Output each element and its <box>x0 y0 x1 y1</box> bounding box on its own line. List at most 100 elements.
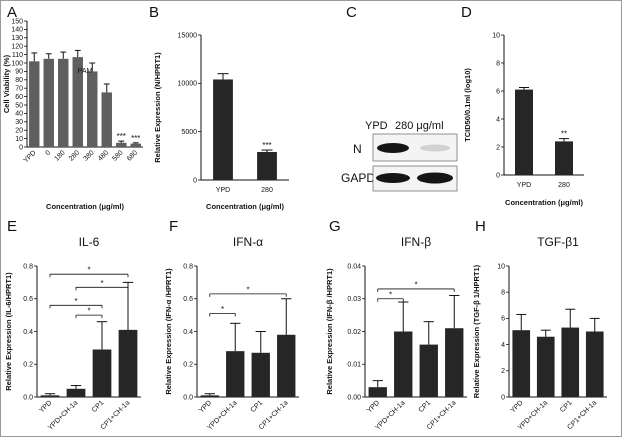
chart-f-bar <box>277 334 296 397</box>
chart-e-bracket-label: * <box>87 307 90 316</box>
chart-h-bar <box>585 331 604 397</box>
chart-a-title: PAM <box>78 68 93 75</box>
chart-b-significance: *** <box>262 141 271 150</box>
chart-a-significance: *** <box>131 134 140 143</box>
chart-e-x-tick-label: YPD <box>38 399 53 414</box>
chart-d-y-tick-label: 4 <box>496 116 500 123</box>
chart-e-bar <box>118 329 138 397</box>
chart-f-bar <box>200 395 219 397</box>
chart-d-x-tick-label: 280 <box>558 182 570 189</box>
chart-h-y-tick-label: 10 <box>497 263 505 270</box>
chart-a-bar <box>87 71 98 147</box>
chart-a-bar <box>29 61 40 147</box>
chart-a-y-tick-label: 10 <box>15 136 23 143</box>
chart-g-y-axis-title: Relative Expression (IFN-β /HPRT1) <box>325 268 334 395</box>
chart-h-y-axis-title: Relative Expression (TGF-β 1/HPRT1) <box>472 264 481 398</box>
chart-a-y-tick-label: 130 <box>11 35 23 42</box>
chart-a-bar <box>101 92 112 147</box>
chart-g-bar <box>368 387 387 397</box>
blot-lane-label-280: 280 μg/ml <box>395 120 444 132</box>
chart-f-bracket-label: * <box>221 305 224 314</box>
chart-d-y-tick-label: 0 <box>496 172 500 179</box>
chart-e-y-tick-label: 0.2 <box>23 362 33 369</box>
chart-h-y-tick-label: 8 <box>501 290 505 297</box>
chart-g-x-tick-label: YPD <box>366 399 381 414</box>
chart-f-y-axis-title: Relative Expression (IFN-α /HPRT1) <box>164 268 173 395</box>
chart-f-y-tick-label: 0.0 <box>183 394 193 401</box>
western-blot: YPD 280 μg/ml N GAPDH <box>341 120 458 192</box>
chart-e-x-tick-label: CP1 <box>91 399 106 414</box>
chart-g-y-tick-label: 0.01 <box>347 362 361 369</box>
chart-a-bar <box>116 142 127 147</box>
chart-g-bracket-label: * <box>389 290 392 299</box>
chart-h-title: TGF-β1 <box>537 235 579 249</box>
chart-e-bracket-label: * <box>87 266 90 275</box>
chart-h-y-tick-label: 0 <box>501 394 505 401</box>
chart-d-x-axis-title: Concentration (μg/ml) <box>505 198 583 207</box>
chart-e-bar <box>40 395 60 397</box>
blot-row-label-n: N <box>353 142 362 156</box>
chart-b-x-tick-label: YPD <box>216 187 230 194</box>
chart-g-y-tick-label: 0.00 <box>347 394 361 401</box>
chart-b-y-tick-label: 0 <box>193 177 197 184</box>
panel-letter-d: D <box>461 4 472 21</box>
blot-band-n-ypd <box>377 143 409 153</box>
chart-f-x-tick-label: CP1 <box>250 399 265 414</box>
panel-letter-c: C <box>346 4 357 21</box>
chart-f-bracket-label: * <box>246 285 249 294</box>
chart-f-y-tick-label: 0.4 <box>183 329 193 336</box>
chart-a-bar <box>130 143 141 147</box>
chart-f-y-tick-label: 0.6 <box>183 296 193 303</box>
chart-b-y-tick-label: 10000 <box>178 81 198 88</box>
chart-a-y-tick-label: 80 <box>15 77 23 84</box>
chart-a-x-tick-label: 680 <box>126 149 139 162</box>
chart-d-bar <box>555 141 573 175</box>
chart-a-y-tick-label: 100 <box>11 60 23 67</box>
chart-f-bar <box>226 351 245 397</box>
panel-letter-e: E <box>7 218 17 235</box>
blot-band-gapdh-280 <box>417 172 453 184</box>
chart-d-y-tick-label: 2 <box>496 144 500 151</box>
chart-a-bar <box>58 58 69 147</box>
chart-b-y-tick-label: 5000 <box>181 129 197 136</box>
chart-a-y-tick-label: 30 <box>15 119 23 126</box>
chart-e-y-tick-label: 0.4 <box>23 329 33 336</box>
chart-b-y-tick-label: 15000 <box>178 32 198 39</box>
chart-d-x-tick-label: YPD <box>517 182 531 189</box>
chart-g-bar <box>419 344 438 397</box>
chart-g-y-tick-label: 0.02 <box>347 329 361 336</box>
chart-f-y-tick-label: 0.8 <box>183 263 193 270</box>
chart-g-bar <box>394 331 413 397</box>
chart-a-x-tick-label: 280 <box>68 149 81 162</box>
chart-a-x-axis-title: Concentration (μg/ml) <box>46 202 124 211</box>
chart-h-y-tick-label: 4 <box>501 342 505 349</box>
chart-g-y-tick-label: 0.04 <box>347 263 361 270</box>
chart-d-significance: ** <box>561 130 567 139</box>
chart-a-y-tick-label: 20 <box>15 128 23 135</box>
chart-a-x-tick-label: 480 <box>97 149 110 162</box>
chart-e-y-tick-label: 0.0 <box>23 394 33 401</box>
blot-band-n-280 <box>420 144 450 152</box>
chart-a-y-tick-label: 60 <box>15 94 23 101</box>
chart-h-bar <box>512 330 531 397</box>
panel-letter-f: F <box>169 218 178 235</box>
chart-b-bar <box>257 151 277 180</box>
chart-d-y-tick-label: 10 <box>492 32 500 39</box>
blot-lane-label-ypd: YPD <box>365 120 388 132</box>
chart-b-x-tick-label: 280 <box>261 187 273 194</box>
panel-letter-h: H <box>475 218 486 235</box>
chart-a: 0102030405060708090100110120130140150YPD… <box>2 18 143 211</box>
chart-g-bracket-label: * <box>414 280 417 289</box>
chart-d: 0 2 4 6 8 10 YPD ** 280 TCID50/0.1ml (log10) Conce… <box>463 32 584 207</box>
chart-e-bar <box>92 349 112 397</box>
chart-e-y-tick-label: 0.6 <box>23 296 33 303</box>
chart-f-x-tick-label: YPD <box>198 399 213 414</box>
chart-a-bar <box>43 58 54 147</box>
chart-e-bracket-label: * <box>74 297 77 306</box>
chart-h-y-tick-label: 2 <box>501 368 505 375</box>
chart-f-y-tick-label: 0.2 <box>183 362 193 369</box>
panel-letter-g: G <box>329 218 341 235</box>
